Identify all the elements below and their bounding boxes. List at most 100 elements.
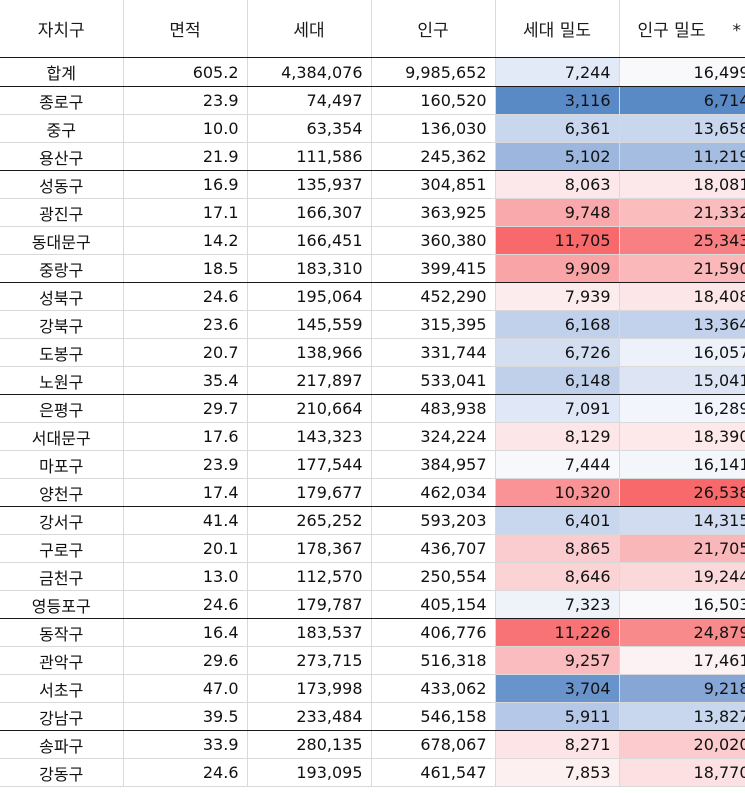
population-density-cell[interactable]: 18,770 bbox=[619, 758, 745, 787]
household-density-cell[interactable]: 8,063 bbox=[495, 170, 620, 199]
population-cell[interactable]: 593,203 bbox=[371, 506, 496, 535]
population-cell[interactable]: 483,938 bbox=[371, 394, 496, 423]
district-name-cell[interactable]: 마포구 bbox=[0, 450, 124, 479]
area-cell[interactable]: 16.4 bbox=[123, 618, 248, 647]
population-cell[interactable]: 324,224 bbox=[371, 422, 496, 451]
households-cell[interactable]: 265,252 bbox=[247, 506, 372, 535]
population-cell[interactable]: 461,547 bbox=[371, 758, 496, 787]
area-cell[interactable]: 21.9 bbox=[123, 142, 248, 171]
area-cell[interactable]: 24.6 bbox=[123, 590, 248, 619]
population-cell[interactable]: 433,062 bbox=[371, 674, 496, 703]
household-density-cell[interactable]: 5,911 bbox=[495, 702, 620, 731]
district-name-cell[interactable]: 은평구 bbox=[0, 394, 124, 423]
households-cell[interactable]: 166,307 bbox=[247, 198, 372, 227]
district-name-cell[interactable]: 중구 bbox=[0, 114, 124, 143]
area-cell[interactable]: 13.0 bbox=[123, 562, 248, 591]
area-cell[interactable]: 14.2 bbox=[123, 226, 248, 255]
header-area[interactable]: 면적 bbox=[123, 0, 248, 58]
household-density-cell[interactable]: 7,244 bbox=[495, 57, 620, 87]
population-density-cell[interactable]: 13,658 bbox=[619, 114, 745, 143]
households-cell[interactable]: 280,135 bbox=[247, 730, 372, 759]
population-cell[interactable]: 245,362 bbox=[371, 142, 496, 171]
area-cell[interactable]: 29.6 bbox=[123, 646, 248, 675]
household-density-cell[interactable]: 8,271 bbox=[495, 730, 620, 759]
household-density-cell[interactable]: 6,401 bbox=[495, 506, 620, 535]
households-cell[interactable]: 166,451 bbox=[247, 226, 372, 255]
population-density-cell[interactable]: 24,879 bbox=[619, 618, 745, 647]
area-cell[interactable]: 18.5 bbox=[123, 254, 248, 283]
area-cell[interactable]: 23.6 bbox=[123, 310, 248, 339]
households-cell[interactable]: 145,559 bbox=[247, 310, 372, 339]
household-density-cell[interactable]: 11,705 bbox=[495, 226, 620, 255]
household-density-cell[interactable]: 9,257 bbox=[495, 646, 620, 675]
population-cell[interactable]: 9,985,652 bbox=[371, 57, 496, 87]
households-cell[interactable]: 183,537 bbox=[247, 618, 372, 647]
population-density-cell[interactable]: 16,141 bbox=[619, 450, 745, 479]
area-cell[interactable]: 605.2 bbox=[123, 57, 248, 87]
area-cell[interactable]: 35.4 bbox=[123, 366, 248, 395]
population-cell[interactable]: 363,925 bbox=[371, 198, 496, 227]
population-density-cell[interactable]: 6,714 bbox=[619, 86, 745, 115]
households-cell[interactable]: 273,715 bbox=[247, 646, 372, 675]
population-cell[interactable]: 436,707 bbox=[371, 534, 496, 563]
household-density-cell[interactable]: 6,148 bbox=[495, 366, 620, 395]
households-cell[interactable]: 74,497 bbox=[247, 86, 372, 115]
district-name-cell[interactable]: 동대문구 bbox=[0, 226, 124, 255]
population-density-cell[interactable]: 11,219 bbox=[619, 142, 745, 171]
district-name-cell[interactable]: 강남구 bbox=[0, 702, 124, 731]
population-density-cell[interactable]: 25,343 bbox=[619, 226, 745, 255]
population-cell[interactable]: 405,154 bbox=[371, 590, 496, 619]
population-density-cell[interactable]: 21,705 bbox=[619, 534, 745, 563]
population-density-cell[interactable]: 17,461 bbox=[619, 646, 745, 675]
area-cell[interactable]: 16.9 bbox=[123, 170, 248, 199]
population-density-cell[interactable]: 26,538 bbox=[619, 478, 745, 507]
household-density-cell[interactable]: 10,320 bbox=[495, 478, 620, 507]
district-name-cell[interactable]: 동작구 bbox=[0, 618, 124, 647]
population-density-cell[interactable]: 18,390 bbox=[619, 422, 745, 451]
area-cell[interactable]: 23.9 bbox=[123, 86, 248, 115]
header-households[interactable]: 세대 bbox=[247, 0, 372, 58]
district-name-cell[interactable]: 성동구 bbox=[0, 170, 124, 199]
population-cell[interactable]: 406,776 bbox=[371, 618, 496, 647]
households-cell[interactable]: 112,570 bbox=[247, 562, 372, 591]
household-density-cell[interactable]: 9,748 bbox=[495, 198, 620, 227]
district-name-cell[interactable]: 강서구 bbox=[0, 506, 124, 535]
district-name-cell[interactable]: 금천구 bbox=[0, 562, 124, 591]
population-cell[interactable]: 546,158 bbox=[371, 702, 496, 731]
population-density-cell[interactable]: 13,364 bbox=[619, 310, 745, 339]
area-cell[interactable]: 39.5 bbox=[123, 702, 248, 731]
population-density-cell[interactable]: 9,218 bbox=[619, 674, 745, 703]
household-density-cell[interactable]: 8,865 bbox=[495, 534, 620, 563]
population-cell[interactable]: 250,554 bbox=[371, 562, 496, 591]
district-name-cell[interactable]: 구로구 bbox=[0, 534, 124, 563]
header-district[interactable]: 자치구 bbox=[0, 0, 124, 58]
household-density-cell[interactable]: 6,361 bbox=[495, 114, 620, 143]
district-name-cell[interactable]: 도봉구 bbox=[0, 338, 124, 367]
household-density-cell[interactable]: 3,704 bbox=[495, 674, 620, 703]
household-density-cell[interactable]: 5,102 bbox=[495, 142, 620, 171]
population-cell[interactable]: 399,415 bbox=[371, 254, 496, 283]
population-density-cell[interactable]: 14,315 bbox=[619, 506, 745, 535]
district-name-cell[interactable]: 강북구 bbox=[0, 310, 124, 339]
households-cell[interactable]: 193,095 bbox=[247, 758, 372, 787]
households-cell[interactable]: 217,897 bbox=[247, 366, 372, 395]
area-cell[interactable]: 23.9 bbox=[123, 450, 248, 479]
district-name-cell[interactable]: 양천구 bbox=[0, 478, 124, 507]
population-density-cell[interactable]: 21,590 bbox=[619, 254, 745, 283]
area-cell[interactable]: 20.7 bbox=[123, 338, 248, 367]
district-name-cell[interactable]: 송파구 bbox=[0, 730, 124, 759]
district-name-cell[interactable]: 종로구 bbox=[0, 86, 124, 115]
district-name-cell[interactable]: 관악구 bbox=[0, 646, 124, 675]
header-household-density[interactable]: 세대 밀도 bbox=[495, 0, 620, 58]
household-density-cell[interactable]: 6,726 bbox=[495, 338, 620, 367]
population-cell[interactable]: 462,034 bbox=[371, 478, 496, 507]
population-cell[interactable]: 315,395 bbox=[371, 310, 496, 339]
population-density-cell[interactable]: 16,057 bbox=[619, 338, 745, 367]
population-density-cell[interactable]: 19,244 bbox=[619, 562, 745, 591]
household-density-cell[interactable]: 6,168 bbox=[495, 310, 620, 339]
population-density-cell[interactable]: 16,289 bbox=[619, 394, 745, 423]
households-cell[interactable]: 135,937 bbox=[247, 170, 372, 199]
district-name-cell[interactable]: 서대문구 bbox=[0, 422, 124, 451]
population-density-cell[interactable]: 15,041 bbox=[619, 366, 745, 395]
area-cell[interactable]: 17.6 bbox=[123, 422, 248, 451]
